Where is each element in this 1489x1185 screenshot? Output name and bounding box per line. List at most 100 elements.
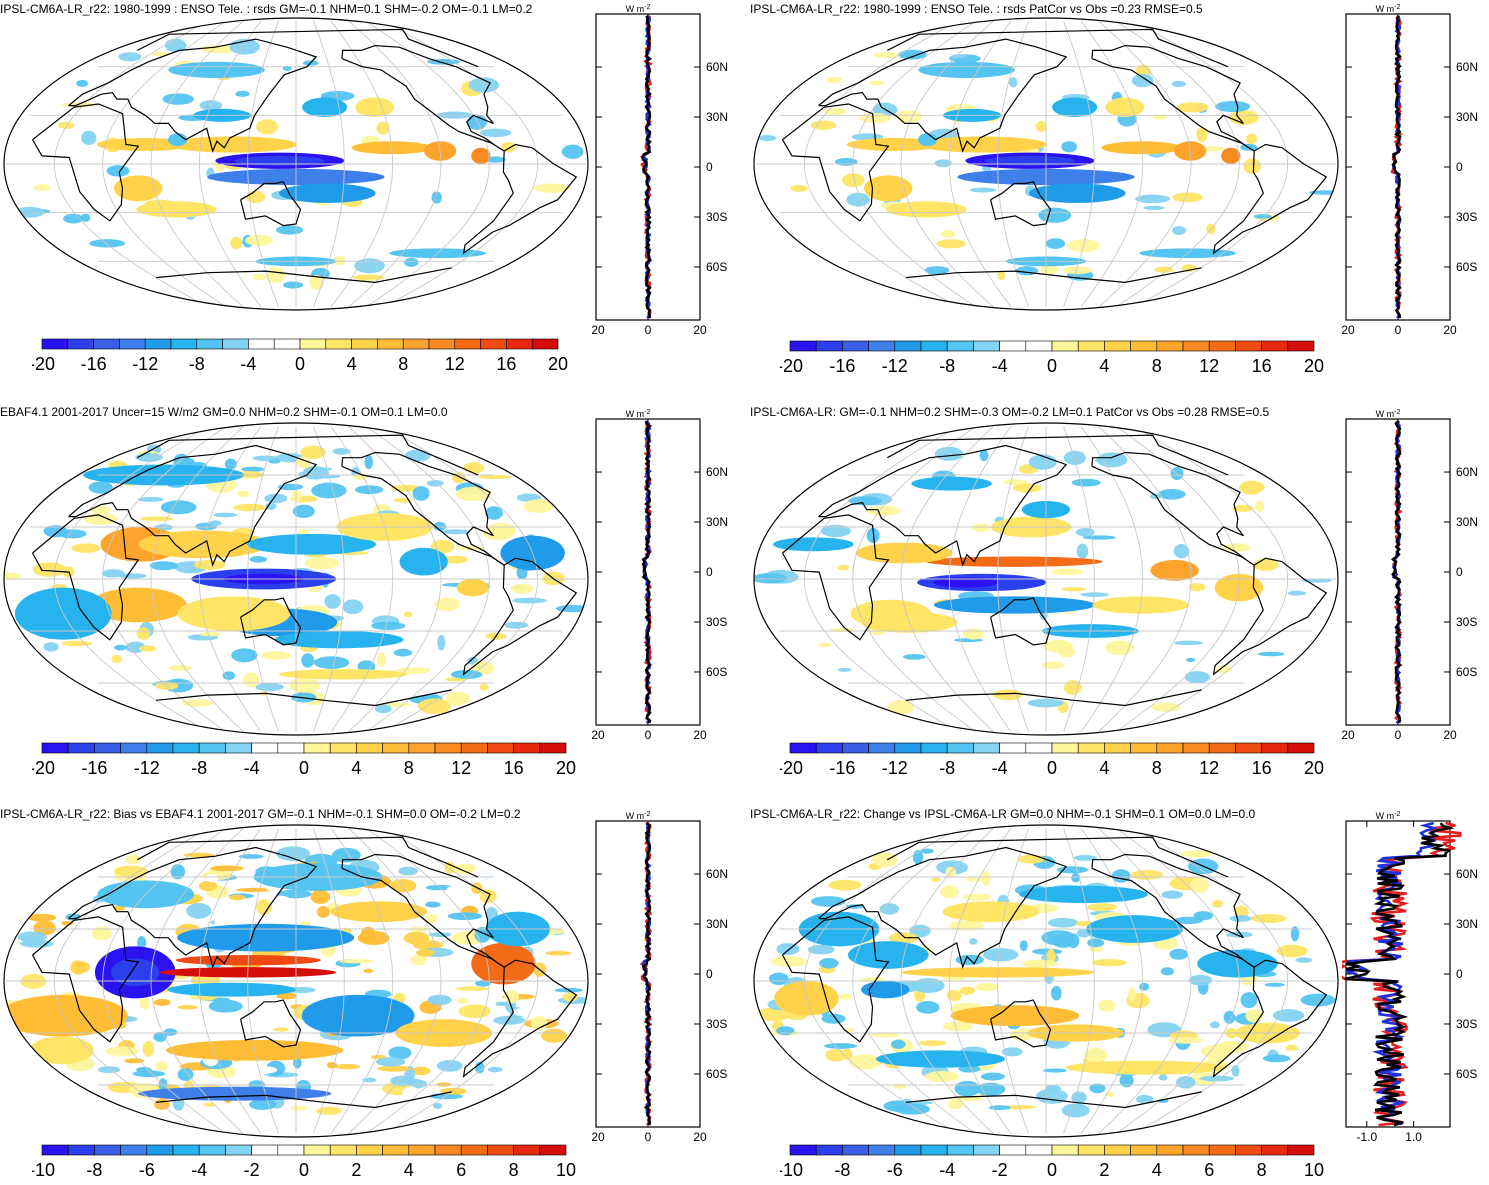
colorbar-swatch [789, 340, 817, 352]
colorbar-swatch [999, 340, 1027, 352]
colorbar-swatch [480, 338, 507, 350]
units-superscript: -2 [644, 4, 650, 11]
field-cell [826, 76, 842, 84]
field-cell [1047, 917, 1079, 928]
colorbar-label: 2 [1099, 1160, 1109, 1180]
field-cell [434, 597, 461, 612]
field-cell [111, 654, 122, 664]
panel-title: IPSL-CM6A-LR_r22: Bias vs EBAF4.1 2001-2… [0, 807, 521, 821]
field-cell [293, 1057, 302, 1069]
colorbar-label: -16 [829, 758, 855, 778]
panel-p5: IPSL-CM6A-LR_r22: Bias vs EBAF4.1 2001-2… [0, 805, 756, 1185]
colorbar-swatch [329, 1144, 357, 1156]
colorbar-label: 0 [1047, 356, 1057, 376]
lat-label: 60S [706, 1067, 727, 1081]
panel-title: IPSL-CM6A-LR_r22: Change vs IPSL-CM6A-LR… [750, 807, 1256, 821]
field-cell [63, 213, 84, 224]
field-cell [1105, 640, 1134, 656]
field-cell [1119, 1073, 1134, 1088]
field-cell [479, 889, 497, 904]
anomaly-region [302, 97, 348, 117]
colorbar-label: -12 [132, 354, 158, 374]
lat-label: 30S [1456, 210, 1477, 224]
field-cell [1172, 192, 1203, 203]
field-cell [376, 652, 387, 667]
field-cell [265, 502, 277, 510]
field-cell [27, 913, 57, 922]
colorbar-label: 16 [504, 758, 524, 778]
field-cell [493, 1015, 526, 1025]
zonal-mean-line [1391, 15, 1402, 319]
colorbar-swatch [299, 338, 327, 350]
x-tick-label: 20 [693, 728, 707, 742]
field-cell [61, 920, 74, 926]
field-cell [1290, 926, 1300, 942]
colorbar-swatch [225, 742, 252, 754]
field-cell [309, 275, 325, 290]
field-cell [1057, 646, 1075, 658]
field-cell [331, 847, 361, 863]
field-cell [504, 621, 529, 629]
field-cell [924, 1071, 959, 1083]
field-cell [446, 885, 462, 894]
x-tick-label: 20 [1443, 323, 1457, 337]
field-cell [483, 528, 513, 541]
field-cell [403, 611, 413, 618]
field-cell [504, 989, 520, 1004]
colorbar-swatch [120, 742, 148, 754]
field-cell [43, 642, 59, 652]
units-superscript: -2 [1394, 4, 1400, 11]
field-cell [512, 597, 547, 604]
field-cell [213, 512, 238, 518]
anomaly-region [886, 201, 967, 218]
zonal-mean-line [1345, 821, 1438, 1126]
field-cell [455, 486, 492, 502]
field-cell [1262, 1054, 1291, 1063]
colorbar-swatch [973, 340, 1000, 352]
colorbar-swatch [946, 340, 974, 352]
field-cell [1171, 80, 1186, 87]
field-cell [235, 90, 250, 97]
field-cell [1098, 999, 1116, 1012]
field-cell [947, 1099, 964, 1110]
colorbar-label: 4 [404, 1160, 414, 1180]
field-cell [1012, 483, 1042, 493]
field-cell [137, 496, 164, 502]
colorbar-swatch [789, 742, 817, 754]
field-cell [1022, 959, 1058, 969]
colorbar-label: 8 [509, 1160, 519, 1180]
colorbar-swatch [1130, 1144, 1158, 1156]
anomaly-region [950, 1005, 1080, 1027]
field-cell [1272, 1009, 1305, 1022]
colorbar-label: -8 [86, 1160, 102, 1180]
colorbar-swatch [303, 1144, 331, 1156]
colorbar: -10 -8 -6 -4 -2 0 2 4 6 8 10 [780, 1144, 1324, 1180]
field-cell [846, 192, 870, 207]
colorbar-label: -4 [992, 758, 1008, 778]
colorbar-swatch [506, 338, 533, 350]
field-cell [975, 982, 999, 992]
field-cell [276, 889, 312, 899]
field-cell [982, 948, 1019, 962]
colorbar-swatch [120, 1144, 148, 1156]
lat-label: 0 [706, 160, 713, 174]
coastlines [31, 434, 578, 707]
field-cell [1257, 651, 1285, 657]
colorbar-swatch [842, 742, 869, 754]
field-cell [105, 1046, 139, 1056]
colorbar-label: 4 [1099, 356, 1109, 376]
colorbar-swatch [1208, 340, 1236, 352]
field-cell [74, 961, 91, 973]
field-cell [810, 120, 837, 130]
field-cell [1300, 993, 1336, 1007]
field-cell [160, 500, 197, 515]
field-cell [403, 931, 430, 945]
colorbar-swatch [198, 1144, 226, 1156]
anomaly-region [234, 155, 326, 166]
panel-title: IPSL-CM6A-LR: GM=-0.1 NHM=0.2 SHM=-0.3 O… [750, 405, 1270, 419]
field-cell [501, 141, 516, 153]
lat-label: 30N [706, 110, 728, 124]
field-cell [1061, 141, 1078, 153]
field-cell [555, 604, 588, 613]
panel-title: IPSL-CM6A-LR_r22: 1980-1999 : ENSO Tele.… [0, 2, 533, 16]
